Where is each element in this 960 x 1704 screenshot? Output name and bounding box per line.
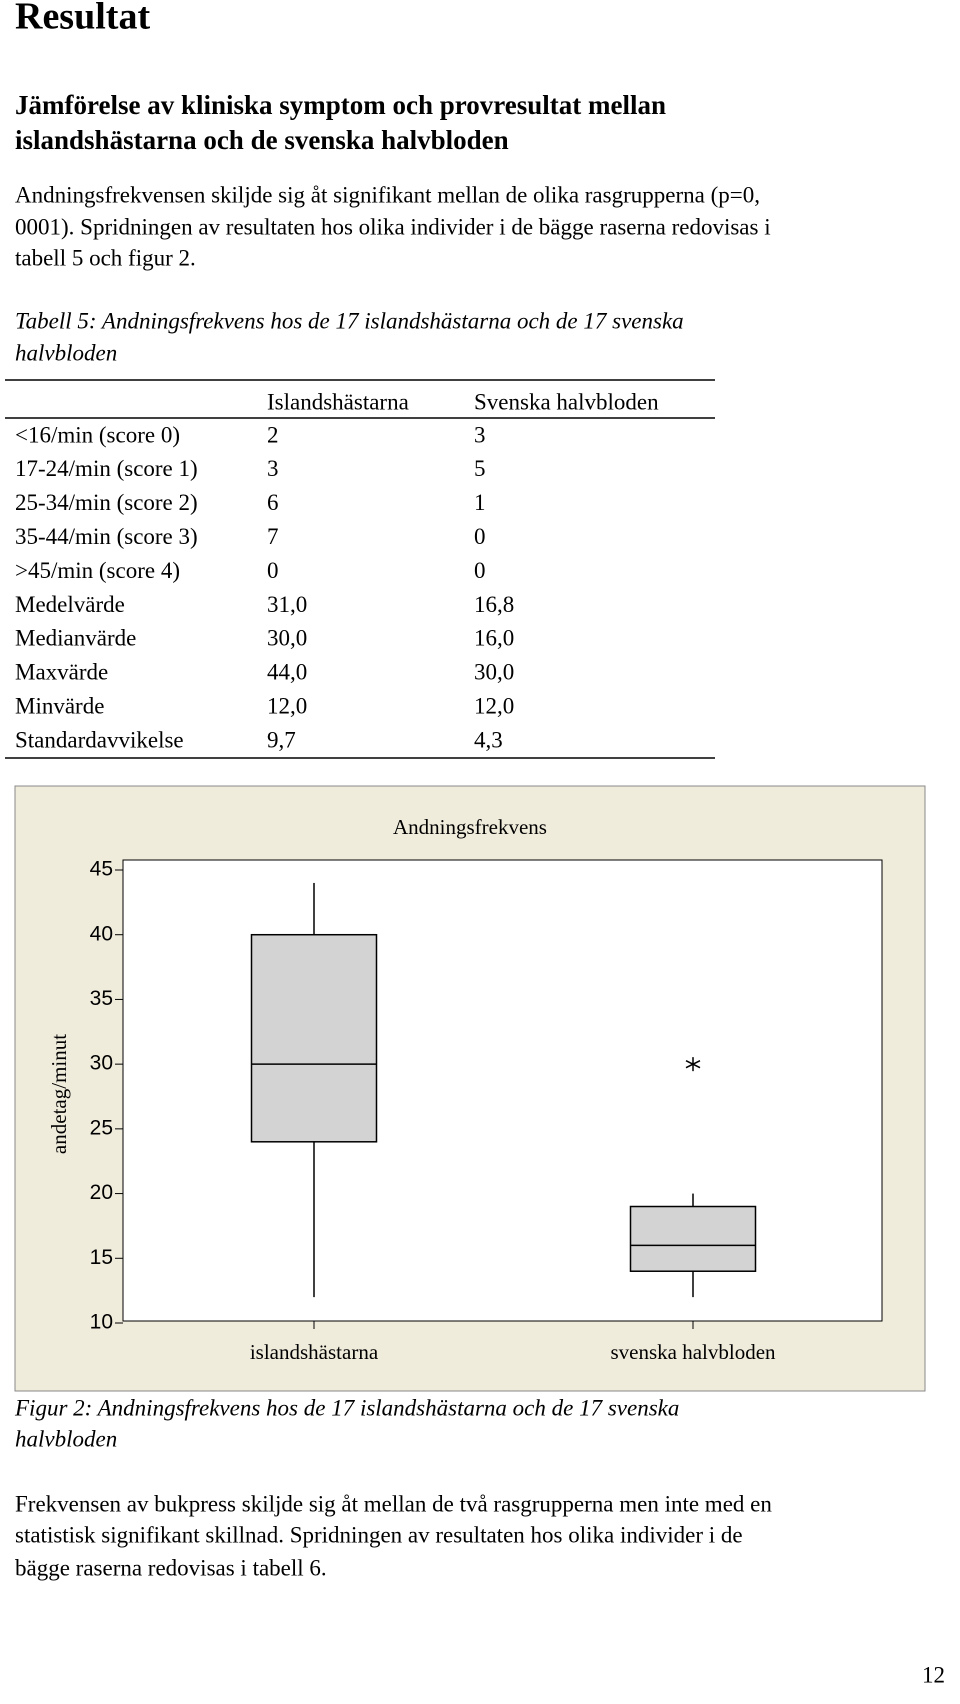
y-tick-label: 20 — [90, 1181, 113, 1204]
y-tick-label: 15 — [90, 1246, 113, 1269]
outlier — [685, 1057, 701, 1072]
row-label: Medianvärde — [15, 626, 136, 651]
table-cell: 0 — [267, 558, 279, 583]
row-label: 25-34/min (score 2) — [15, 490, 198, 515]
row-label: >45/min (score 4) — [15, 558, 180, 583]
y-tick-label: 40 — [90, 922, 113, 945]
table-caption: Tabell 5: Andningsfrekvens hos de 17 isl… — [15, 308, 684, 333]
row-label: 17-24/min (score 1) — [15, 456, 198, 481]
page-number: 12 — [922, 1662, 945, 1687]
y-tick-label: 10 — [90, 1311, 113, 1334]
y-tick-label: 45 — [90, 858, 113, 881]
table-cell: 16,0 — [474, 626, 514, 651]
table-cell: 3 — [474, 422, 486, 447]
table-cell: 16,8 — [474, 592, 514, 617]
table-cell: 0 — [474, 524, 486, 549]
paragraph: tabell 5 och figur 2. — [15, 245, 196, 270]
box — [629, 1205, 757, 1272]
table-cell: 9,7 — [267, 727, 296, 752]
row-label: 35-44/min (score 3) — [15, 524, 198, 549]
row-label: <16/min (score 0) — [15, 422, 180, 447]
y-tick-label: 30 — [90, 1052, 113, 1075]
table-cell: 30,0 — [474, 660, 514, 685]
table-cell: 3 — [267, 456, 279, 481]
table-cell: 12,0 — [267, 693, 307, 718]
paragraph: bägge raserna redovisas i tabell 6. — [15, 1555, 327, 1580]
paragraph: 0001). Spridningen av resultaten hos oli… — [15, 214, 771, 239]
row-label: Maxvärde — [15, 660, 108, 685]
figure-caption: halvbloden — [15, 1426, 117, 1451]
table-cell: 4,3 — [474, 727, 503, 752]
box — [250, 933, 378, 1143]
row-label: Minvärde — [15, 693, 104, 718]
figure-caption: Figur 2: Andningsfrekvens hos de 17 isla… — [14, 1395, 679, 1420]
paragraph: Andningsfrekvensen skiljde sig åt signif… — [15, 182, 760, 207]
row-label: Standardavvikelse — [15, 727, 184, 752]
table-cell: 6 — [267, 490, 279, 515]
table-cell: 44,0 — [267, 660, 307, 685]
table-header: Islandshästarna — [267, 389, 409, 414]
table-cell: 1 — [474, 490, 486, 515]
y-axis-label: andetag/minut — [47, 1034, 71, 1154]
table-cell: 30,0 — [267, 626, 307, 651]
paragraph: statistisk signifikant skillnad. Spridni… — [15, 1522, 743, 1547]
x-tick-label: svenska halvbloden — [610, 1340, 776, 1364]
x-tick-label: islandshästarna — [250, 1340, 379, 1364]
chart-title: Andningsfrekvens — [393, 815, 547, 839]
heading: Resultat — [15, 0, 150, 38]
y-tick-label: 25 — [90, 1116, 113, 1139]
outlier-stroke — [685, 1059, 701, 1069]
subheading: islandshästarna och de svenska halvblode… — [15, 125, 509, 155]
plot-area — [122, 859, 883, 1322]
y-tick-label: 35 — [90, 987, 113, 1010]
table-cell: 2 — [267, 422, 279, 447]
paragraph: Frekvensen av bukpress skiljde sig åt me… — [15, 1491, 772, 1516]
table-cell: 0 — [474, 558, 486, 583]
table-header: Svenska halvbloden — [474, 389, 659, 414]
table-cell: 12,0 — [474, 693, 514, 718]
table-cell: 7 — [267, 524, 279, 549]
table-cell: 5 — [474, 456, 486, 481]
row-label: Medelvärde — [15, 592, 125, 617]
table-caption: halvbloden — [15, 340, 117, 365]
subheading: Jämförelse av kliniska symptom och provr… — [15, 90, 666, 120]
table-cell: 31,0 — [267, 592, 307, 617]
